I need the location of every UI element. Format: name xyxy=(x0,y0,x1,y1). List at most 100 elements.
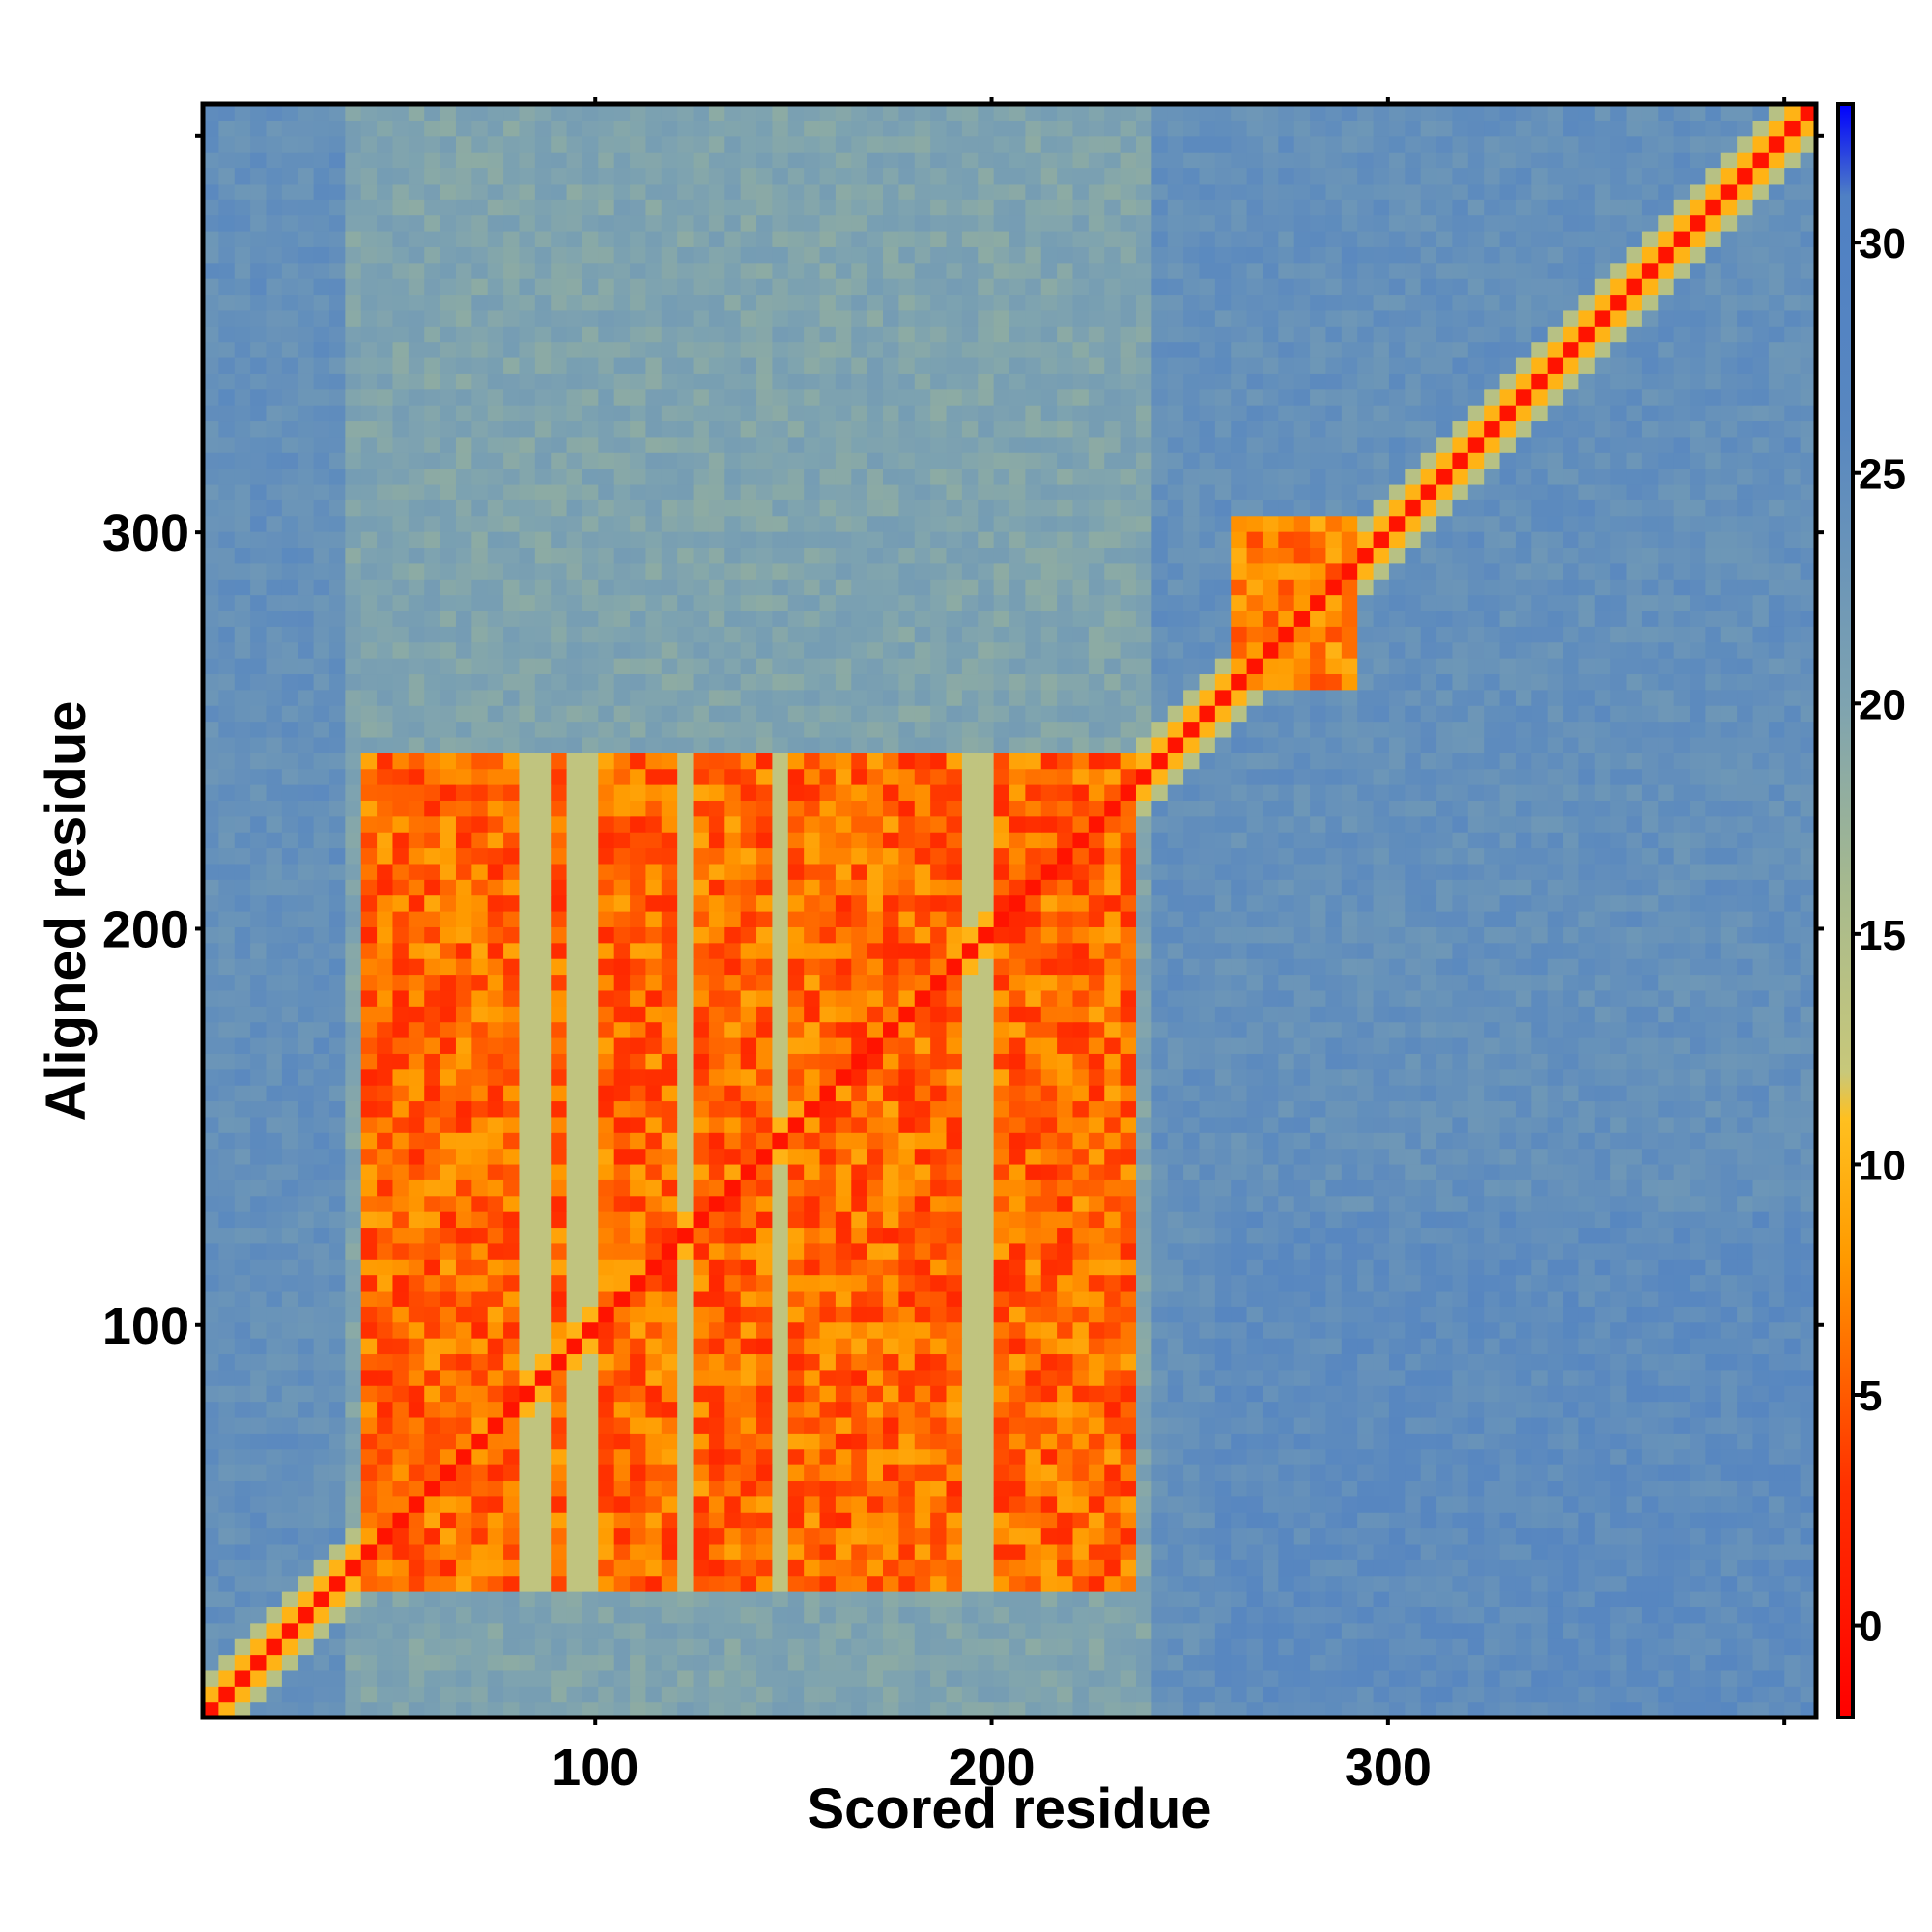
heatmap-cell xyxy=(1690,1085,1706,1102)
heatmap-cell xyxy=(613,1575,631,1592)
heatmap-cell xyxy=(1737,942,1754,959)
heatmap-cell xyxy=(1800,1290,1816,1307)
heatmap-cell xyxy=(1183,1290,1201,1307)
heatmap-cell xyxy=(1025,1321,1042,1339)
heatmap-cell xyxy=(1420,1163,1437,1180)
heatmap-cell xyxy=(234,1448,251,1465)
heatmap-cell xyxy=(582,1195,599,1212)
heatmap-cell xyxy=(1578,942,1596,959)
heatmap-cell xyxy=(1325,1495,1343,1513)
heatmap-cell xyxy=(360,1068,378,1086)
heatmap-cell xyxy=(1293,1290,1311,1307)
heatmap-cell xyxy=(566,1543,583,1560)
heatmap-cell xyxy=(519,958,536,976)
heatmap-cell xyxy=(1388,1622,1406,1639)
heatmap-cell xyxy=(1626,1148,1643,1165)
heatmap-cell xyxy=(1325,1591,1343,1607)
heatmap-cell xyxy=(946,1116,963,1133)
heatmap-cell xyxy=(613,1495,631,1513)
heatmap-cell xyxy=(234,1021,251,1038)
heatmap-cell xyxy=(1262,1006,1279,1023)
heatmap-cell xyxy=(914,1464,931,1482)
heatmap-cell xyxy=(1720,1654,1738,1671)
heatmap-cell xyxy=(1120,1575,1137,1592)
heatmap-cell xyxy=(1057,1242,1074,1260)
heatmap-cell xyxy=(1658,1464,1675,1482)
heatmap-cell xyxy=(1278,942,1295,959)
heatmap-cell xyxy=(1025,1606,1042,1624)
heatmap-cell xyxy=(203,958,219,976)
heatmap-cell xyxy=(250,1701,268,1718)
heatmap-cell xyxy=(1626,1669,1643,1687)
heatmap-cell xyxy=(1720,974,1738,991)
heatmap-cell xyxy=(424,1195,441,1212)
heatmap-cell xyxy=(1135,1448,1152,1465)
heatmap-cell xyxy=(1784,1385,1802,1403)
heatmap-cell xyxy=(1405,1132,1422,1150)
heatmap-cell xyxy=(1547,1701,1564,1718)
heatmap-cell xyxy=(961,1242,979,1260)
heatmap-cell xyxy=(883,1669,899,1687)
heatmap-cell xyxy=(1231,1242,1248,1260)
heatmap-cell xyxy=(1673,1369,1690,1386)
heatmap-cell xyxy=(883,1100,899,1118)
heatmap-cell xyxy=(693,1132,710,1150)
heatmap-cell xyxy=(946,1591,963,1607)
heatmap-cell xyxy=(519,1338,536,1355)
heatmap-cell xyxy=(1800,958,1816,976)
heatmap-cell xyxy=(1310,1211,1327,1229)
heatmap-cell xyxy=(1120,1242,1137,1260)
heatmap-cell xyxy=(503,1575,521,1592)
heatmap-cell xyxy=(883,1401,899,1418)
heatmap-cell xyxy=(281,1306,298,1323)
heatmap-cell xyxy=(440,1242,457,1260)
heatmap-cell xyxy=(740,1686,757,1703)
heatmap-cell xyxy=(772,1480,789,1497)
heatmap-cell xyxy=(740,1116,757,1133)
heatmap-cell xyxy=(1262,1686,1279,1703)
heatmap-cell xyxy=(1436,1701,1454,1718)
heatmap-cell xyxy=(218,1622,236,1639)
heatmap-cell xyxy=(455,1353,472,1371)
heatmap-cell xyxy=(851,1527,868,1545)
heatmap-cell xyxy=(234,1433,251,1450)
heatmap-cell xyxy=(1737,1195,1754,1212)
heatmap-cell xyxy=(1515,1606,1532,1624)
heatmap-cell xyxy=(1737,1068,1754,1086)
heatmap-cell xyxy=(946,1100,963,1118)
heatmap-cell xyxy=(708,1353,725,1371)
heatmap-cell xyxy=(1231,1353,1248,1371)
heatmap-cell xyxy=(1420,1559,1437,1577)
heatmap-cell xyxy=(1388,1480,1406,1497)
heatmap-cell xyxy=(898,1274,916,1292)
heatmap-cell xyxy=(313,1575,330,1592)
heatmap-cell xyxy=(1768,1148,1785,1165)
heatmap-cell xyxy=(756,1195,774,1212)
heatmap-cell xyxy=(961,1669,979,1687)
heatmap-cell xyxy=(1800,1433,1816,1450)
heatmap-cell xyxy=(1167,1512,1184,1529)
heatmap-cell xyxy=(1420,1480,1437,1497)
heatmap-cell xyxy=(1025,1179,1042,1197)
heatmap-cell xyxy=(1357,1654,1375,1671)
heatmap-cell xyxy=(440,1021,457,1038)
heatmap-cell xyxy=(1246,1385,1264,1403)
heatmap-cell xyxy=(534,1527,552,1545)
heatmap-cell xyxy=(946,1306,963,1323)
heatmap-cell xyxy=(1467,1021,1485,1038)
heatmap-cell xyxy=(218,1211,236,1229)
heatmap-cell xyxy=(1088,1227,1105,1244)
heatmap-cell xyxy=(345,1575,362,1592)
heatmap-cell xyxy=(1104,1021,1122,1038)
heatmap-cell xyxy=(1484,1021,1501,1038)
heatmap-cell xyxy=(566,974,583,991)
heatmap-cell xyxy=(218,1559,236,1577)
heatmap-cell xyxy=(377,942,394,959)
heatmap-cell xyxy=(613,1211,631,1229)
heatmap-cell xyxy=(1768,1654,1785,1671)
heatmap-cell xyxy=(392,1116,410,1133)
heatmap-cell xyxy=(203,1654,219,1671)
heatmap-cell xyxy=(1578,1433,1596,1450)
heatmap-cell xyxy=(661,1606,678,1624)
heatmap-cell xyxy=(693,1464,710,1482)
